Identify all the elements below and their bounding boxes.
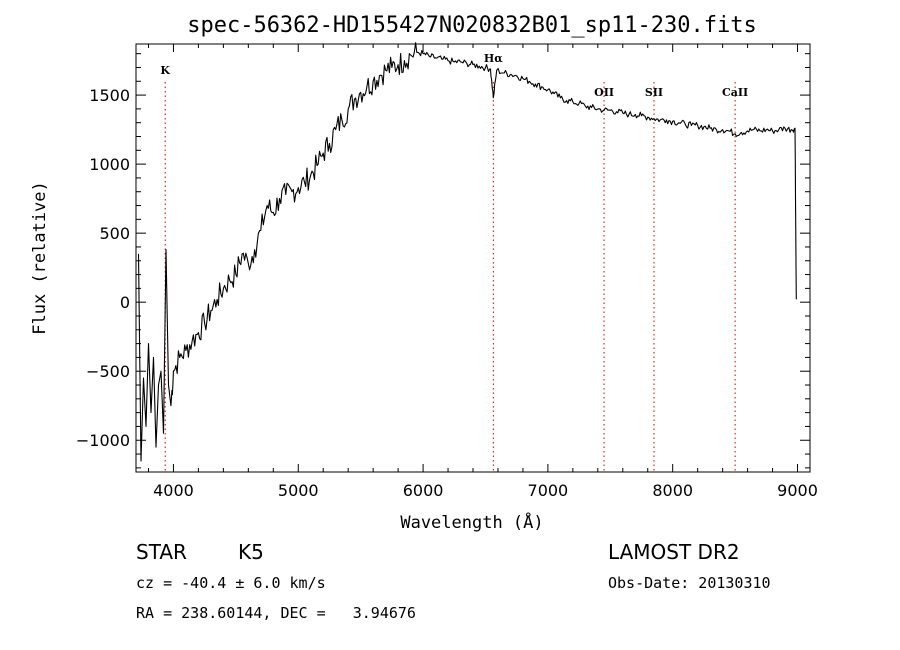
line-marker-label: CaII [722,86,748,99]
x-tick-label: 6000 [403,481,444,500]
obs-date: Obs-Date: 20130310 [608,574,771,592]
line-marker-label: Hα [484,52,503,65]
x-axis: 4000 5000 6000 7000 8000 9000 [147,44,818,500]
plot-frame [135,43,811,473]
y-axis-title: Flux (relative) [30,181,50,335]
y-tick-label: −1000 [76,431,130,450]
y-tick-label: −500 [86,362,130,381]
spectrum-line [137,42,797,462]
x-tick-label: 9000 [777,481,818,500]
x-axis-title: Wavelength (Å) [400,511,543,533]
x-tick-label: 7000 [528,481,569,500]
x-tick-label: 5000 [278,481,319,500]
x-tick-label: 8000 [652,481,693,500]
chart-title: spec-56362-HD155427N020832B01_sp11-230.f… [187,13,757,38]
x-tick-label: 4000 [153,481,194,500]
coordinates: RA = 238.60144, DEC = 3.94676 [136,604,416,622]
y-tick-label: 0 [120,293,130,312]
y-tick-label: 500 [99,224,130,243]
line-marker-label: SII [645,86,663,99]
redshift-value: cz = -40.4 ± 6.0 km/s [136,574,326,592]
line-marker-label: K [160,64,170,77]
y-axis: −1000 −500 0 500 1000 1500 [76,53,810,469]
survey-name: LAMOST DR2 [608,540,740,564]
y-tick-label: 1000 [89,155,130,174]
y-tick-label: 1500 [89,86,130,105]
object-class: STAR [136,540,187,564]
spectral-type: K5 [238,540,264,564]
line-marker-label: OII [594,86,614,99]
line-markers: K Hα OII SII CaII [160,52,748,472]
